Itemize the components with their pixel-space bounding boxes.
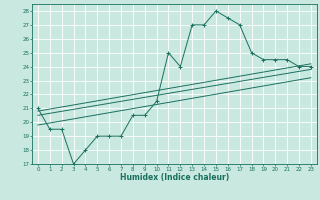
X-axis label: Humidex (Indice chaleur): Humidex (Indice chaleur) — [120, 173, 229, 182]
